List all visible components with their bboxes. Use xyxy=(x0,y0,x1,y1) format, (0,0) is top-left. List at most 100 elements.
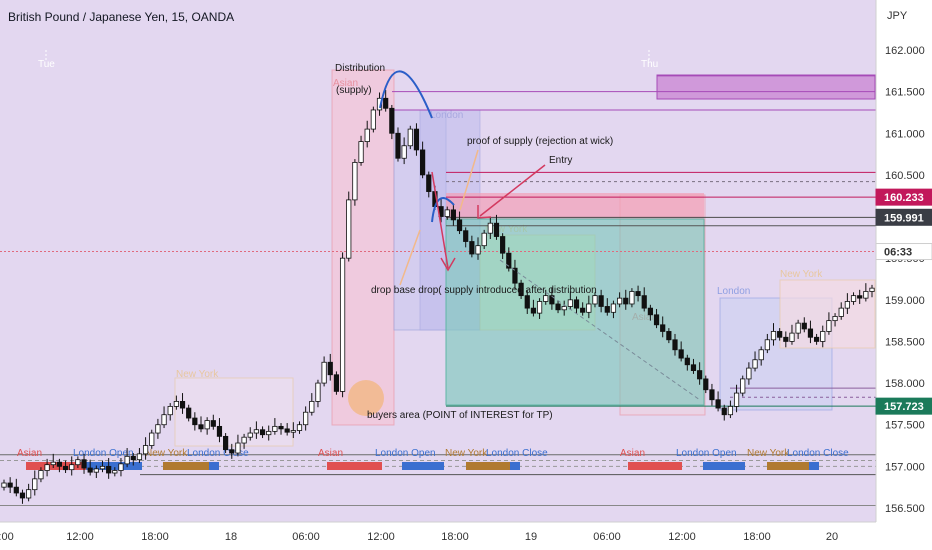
candle-body-37 xyxy=(229,449,235,454)
annotation-4: drop base drop( supply introduced after … xyxy=(371,285,597,296)
candle-body-24 xyxy=(149,432,155,446)
asian-box-1-label: Asian xyxy=(333,78,358,89)
candle-body-97 xyxy=(598,295,604,307)
candle-body-10 xyxy=(62,465,69,471)
candle-body-102 xyxy=(629,291,635,305)
candle-body-88 xyxy=(543,295,549,302)
y-tick-2: 161.000 xyxy=(885,128,925,140)
candle-body-53 xyxy=(327,361,333,376)
candle-body-96 xyxy=(592,295,598,305)
candle-body-60 xyxy=(370,109,376,130)
candle-body-18 xyxy=(112,470,118,474)
candle-body-141 xyxy=(869,287,875,292)
candle-body-26 xyxy=(161,414,167,426)
session-bar-10 xyxy=(767,462,809,470)
session-label-7: London Close xyxy=(486,448,548,459)
candle-body-133 xyxy=(820,331,826,342)
candle-body-114 xyxy=(703,378,709,391)
candle-body-48 xyxy=(296,424,303,431)
candle-body-77 xyxy=(475,245,481,255)
candle-body-29 xyxy=(179,400,186,409)
candle-body-59 xyxy=(364,128,370,142)
candle-body-87 xyxy=(536,301,543,314)
candle-body-139 xyxy=(857,295,863,299)
candle-body-0 xyxy=(1,482,7,488)
candle-body-120 xyxy=(740,378,746,394)
candle-body-89 xyxy=(549,295,555,305)
candle-body-32 xyxy=(198,424,204,430)
candle-body-57 xyxy=(352,162,358,201)
target-box-outline xyxy=(445,218,705,406)
candle-body-109 xyxy=(672,339,678,351)
session-label-4: Asian xyxy=(318,448,343,459)
candle-body-79 xyxy=(487,222,493,234)
y-tick-0: 162.000 xyxy=(885,45,925,57)
candle-body-1 xyxy=(7,482,13,488)
y-tick-1: 161.500 xyxy=(885,87,925,99)
currency-label: JPY xyxy=(887,10,908,22)
x-tick-5: 12:00 xyxy=(367,531,395,543)
annotation-1: (supply) xyxy=(336,85,372,96)
candle-body-28 xyxy=(173,400,179,407)
price-tag-3 xyxy=(875,397,932,415)
session-bar-6 xyxy=(466,462,510,470)
session-bar-2 xyxy=(163,462,209,470)
candle-body-84 xyxy=(518,282,524,297)
session-label-11: London Close xyxy=(787,448,849,459)
candle-body-35 xyxy=(216,425,223,437)
candle-body-63 xyxy=(389,107,395,134)
price-tag-label-2: 06:33 xyxy=(884,247,912,259)
candle-body-19 xyxy=(118,463,124,471)
price-tag-2 xyxy=(875,243,932,261)
price-tag-0 xyxy=(875,188,932,206)
annotation-3: Entry xyxy=(549,155,572,166)
session-bar-4 xyxy=(327,462,382,470)
candle-body-13 xyxy=(81,459,87,469)
candle-body-136 xyxy=(838,307,844,317)
candle-body-9 xyxy=(56,461,63,467)
london-box-3-label: London xyxy=(717,286,750,297)
candle-body-76 xyxy=(469,241,475,255)
candle-body-20 xyxy=(124,455,130,465)
day-label-1: Thu xyxy=(641,59,658,70)
y-tick-7: 158.500 xyxy=(885,336,925,348)
x-tick-3: 18 xyxy=(225,531,237,543)
y-tick-3: 160.500 xyxy=(885,170,925,182)
candle-body-51 xyxy=(315,382,321,402)
candle-body-113 xyxy=(697,370,703,380)
candle-body-17 xyxy=(106,465,112,474)
candle-body-115 xyxy=(709,389,715,401)
candle-body-25 xyxy=(155,424,161,434)
candle-body-131 xyxy=(807,328,814,338)
price-tag-label-0: 160.233 xyxy=(884,192,924,204)
newyork-box-0-label: New York xyxy=(176,369,219,380)
session-bar-1 xyxy=(86,462,142,470)
candle-body-56 xyxy=(346,199,352,259)
candle-body-121 xyxy=(746,367,752,380)
y-tick-11: 156.500 xyxy=(885,503,925,515)
candle-body-58 xyxy=(358,141,364,163)
candle-body-103 xyxy=(635,291,641,297)
candle-body-65 xyxy=(401,145,407,159)
candle-body-124 xyxy=(764,339,770,351)
candle-body-31 xyxy=(192,417,198,426)
candle-body-116 xyxy=(715,399,721,409)
candle-body-140 xyxy=(863,291,869,299)
candle-body-106 xyxy=(653,314,660,326)
session-bar-0 xyxy=(26,462,86,470)
session-label-0: Asian xyxy=(17,448,42,459)
buyers-area-marker xyxy=(348,380,384,416)
candle-body-137 xyxy=(844,301,850,309)
candle-body-21 xyxy=(130,455,136,461)
rejection-arc xyxy=(431,197,455,223)
candle-body-81 xyxy=(500,236,506,254)
candle-body-8 xyxy=(50,461,56,466)
candle-body-6 xyxy=(38,470,44,480)
candle-body-50 xyxy=(309,400,315,413)
session-label-10: New York xyxy=(747,448,790,459)
session-label-9: London Open xyxy=(676,448,737,459)
candle-body-75 xyxy=(463,230,469,242)
y-tick-6: 159.000 xyxy=(885,295,925,307)
candle-body-45 xyxy=(278,425,284,430)
